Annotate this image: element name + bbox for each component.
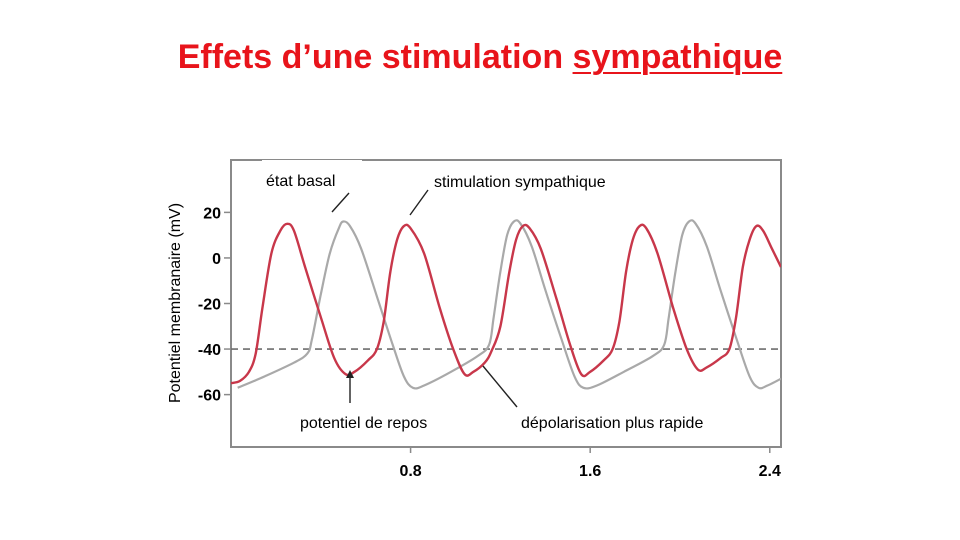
annotation-stimulation-sympathique: stimulation sympathique [434,174,606,191]
x-tick-label: 1.6 [579,463,601,480]
annotation-pointer-depolarisation [482,365,518,408]
annotation-etat-basal: état basal [266,173,335,190]
annotation-bg-etat-basal [262,160,362,190]
series-line-etat-basal [237,219,781,390]
title-text: Effets d’une stimulation [177,38,573,76]
slide-title: Effets d’une stimulation sympathique [0,38,960,77]
x-tick-label: 0.8 [399,463,421,480]
annotation-pointer-stimulation [409,189,429,216]
annotation-potentiel-de-repos: potentiel de repos [300,415,427,432]
plot-frame [230,159,782,448]
annotation-bg-repos [294,406,466,436]
annotation-pointer-etat-basal [331,192,350,213]
y-tick-label: 0 [212,251,221,268]
x-axis-ticks: 0.8 1.6 2.4 [399,447,781,480]
y-axis-ticks: 20 0 -20 -40 -60 [198,205,231,405]
y-axis-label: Potentiel membranaire (mV) [167,203,184,403]
y-tick-label: -40 [198,342,221,359]
annotation-bg-stimulation [430,166,652,194]
annotation-depolarisation-plus-rapide: dépolarisation plus rapide [521,415,703,432]
series-line-stimulation-sympathique [231,222,781,385]
y-tick-label: -20 [198,297,221,314]
annotation-bg-depolarisation [514,406,754,436]
title-underlined-word: sympathique [572,38,783,76]
y-tick-label: -60 [198,388,221,405]
x-tick-label: 2.4 [759,463,781,480]
y-tick-label: 20 [203,205,221,222]
